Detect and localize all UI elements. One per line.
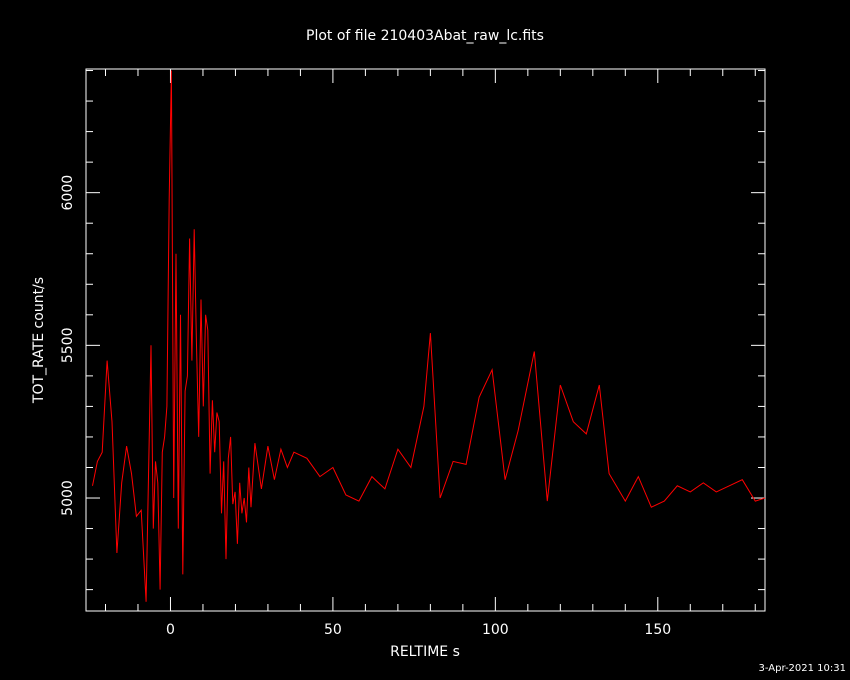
series-group	[92, 70, 766, 602]
y-axis-label: TOT_RATE count/s	[31, 277, 47, 404]
x-tick-label: 0	[166, 622, 175, 638]
timestamp-label: 3-Apr-2021 10:31	[759, 663, 846, 674]
x-tick-label: 50	[324, 622, 342, 638]
x-tick-label: 150	[644, 622, 671, 638]
x-axis-label: RELTIME s	[390, 644, 460, 660]
plot-frame	[85, 68, 766, 612]
chart-title: Plot of file 210403Abat_raw_lc.fits	[306, 28, 544, 44]
y-tick-label: 5500	[60, 328, 76, 364]
series-line	[92, 70, 766, 602]
x-tick-label: 100	[482, 622, 509, 638]
axis-ticks	[86, 69, 765, 611]
tick-labels: 0 50 100 150 5000 5500 6000	[60, 175, 671, 638]
y-tick-label: 6000	[60, 175, 76, 211]
y-tick-label: 5000	[60, 480, 76, 516]
